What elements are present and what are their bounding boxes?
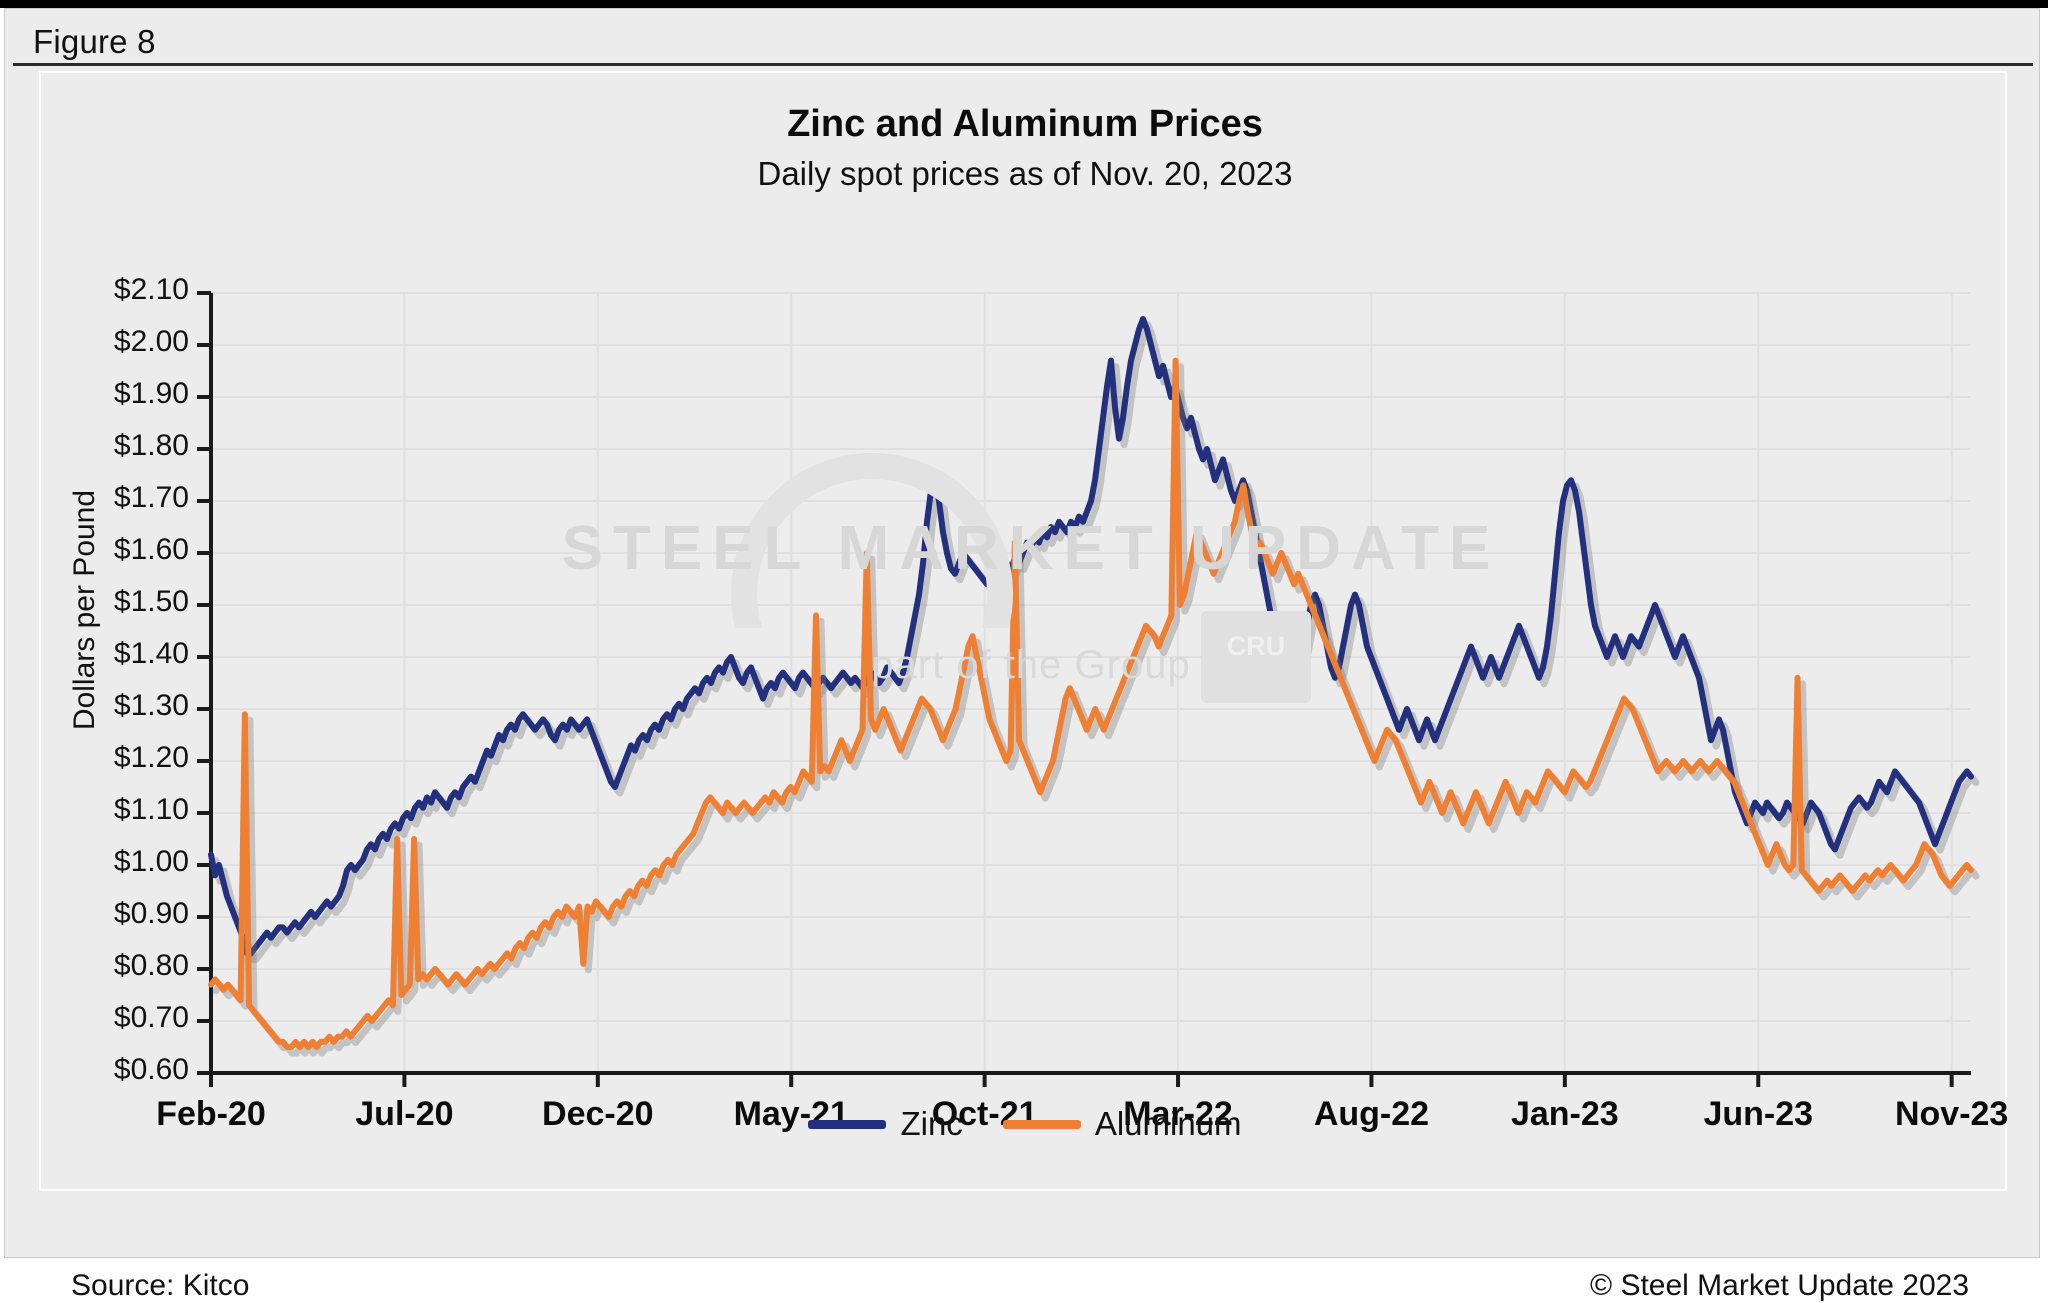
x-axis-tick-label: Feb-20 xyxy=(156,1095,266,1133)
series-lines xyxy=(208,316,1980,1057)
copyright-note: © Steel Market Update 2023 xyxy=(1590,1269,1969,1302)
x-axis-tick-label: Jul-20 xyxy=(355,1095,454,1133)
legend-item[interactable]: Aluminum xyxy=(1002,1105,1242,1143)
y-axis-tick-label: $1.70 xyxy=(113,481,189,514)
y-axis-tick-label: $0.80 xyxy=(113,949,189,982)
y-axis-tick-label: $0.90 xyxy=(113,897,189,930)
chart-svg xyxy=(197,291,1980,1087)
plot-area: STEEL MARKET UPDATE part of the Group CR… xyxy=(41,73,2009,1193)
chart-subtitle: Daily spot prices as of Nov. 20, 2023 xyxy=(757,155,1293,192)
y-axis-tick-label: $2.10 xyxy=(113,273,189,306)
y-axis-tick-label: $1.80 xyxy=(113,429,189,462)
y-axis-tick-label: $1.30 xyxy=(113,689,189,722)
x-axis-tick-label: Nov-23 xyxy=(1894,1095,2009,1133)
top-black-bar xyxy=(0,0,2048,8)
source-note: Source: Kitco xyxy=(71,1269,250,1302)
y-axis-tick-label: $1.60 xyxy=(113,533,189,566)
legend-label: Aluminum xyxy=(1094,1105,1242,1142)
legend-label: Zinc xyxy=(900,1105,963,1142)
legend-color-swatch xyxy=(1002,1119,1081,1129)
y-axis-tick-label: $1.20 xyxy=(113,741,189,774)
y-axis-tick-label: $1.00 xyxy=(113,845,189,878)
chart-card: Zinc and Aluminum Prices Daily spot pric… xyxy=(39,71,2009,1302)
y-axis-tick-label: $1.50 xyxy=(113,585,189,618)
figure-divider xyxy=(13,63,2033,66)
y-axis-tick-label: $1.90 xyxy=(113,377,189,410)
figure-frame: Figure 8 Zinc and Aluminum Prices Daily … xyxy=(4,8,2040,1302)
y-axis-tick-label: $0.60 xyxy=(113,1053,189,1086)
y-axis-tick-label: $1.10 xyxy=(113,793,189,826)
chart-legend: Zinc Aluminum xyxy=(41,1105,2009,1143)
x-axis-tick-label: Jan-23 xyxy=(1510,1095,1619,1133)
chart-title: Zinc and Aluminum Prices xyxy=(787,103,1263,145)
figure-label: Figure 8 xyxy=(33,23,156,60)
legend-item[interactable]: Zinc xyxy=(808,1105,963,1143)
legend-color-swatch xyxy=(808,1119,887,1129)
gridlines xyxy=(210,292,1971,1074)
y-axis-tick-label: $0.70 xyxy=(113,1001,189,1034)
axes xyxy=(197,291,1971,1087)
x-axis-tick-label: Dec-20 xyxy=(542,1095,654,1133)
y-axis-tick-label: $2.00 xyxy=(113,325,189,358)
y-axis-tick-label: $1.40 xyxy=(113,637,189,670)
x-axis-tick-label: Mar-22 xyxy=(1123,1095,1233,1133)
x-axis-tick-label: Aug-22 xyxy=(1313,1095,1430,1133)
x-axis-tick-label: Jun-23 xyxy=(1703,1095,1814,1133)
